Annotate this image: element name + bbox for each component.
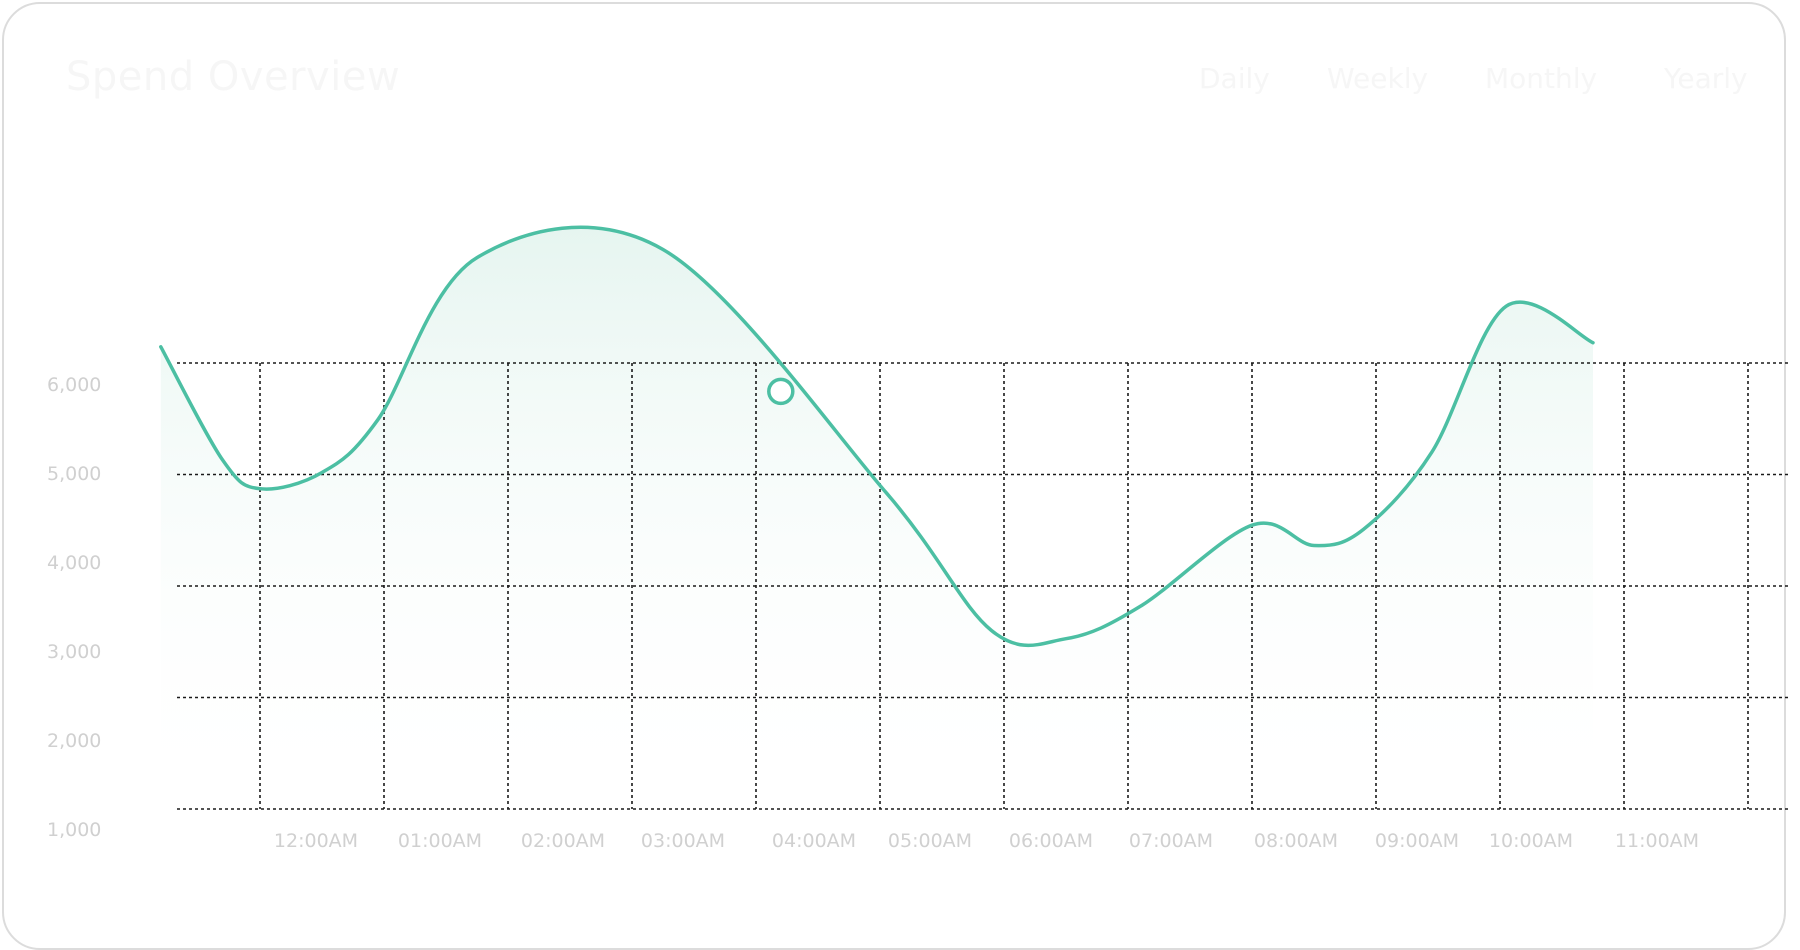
- x-tick-label: 12:00AM: [274, 830, 358, 852]
- line-layer: [159, 225, 1595, 648]
- tab-daily[interactable]: Daily: [1199, 62, 1270, 95]
- x-tick-label: 11:00AM: [1615, 830, 1699, 852]
- y-tick-label: 2,000: [47, 730, 101, 752]
- y-axis-ticks: 1,000 2,000 3,000 4,000 5,000 6,000: [47, 374, 101, 841]
- x-axis-ticks: 12:00AM 01:00AM 02:00AM 03:00AM 04:00AM 05:00…: [274, 830, 1699, 852]
- x-tick-label: 10:00AM: [1489, 830, 1573, 852]
- tab-yearly[interactable]: Yearly: [1664, 62, 1748, 95]
- y-tick-label: 4,000: [47, 552, 101, 574]
- tab-weekly[interactable]: Weekly: [1327, 62, 1429, 95]
- x-tick-label: 03:00AM: [641, 830, 725, 852]
- x-tick-label: 05:00AM: [888, 830, 972, 852]
- x-tick-label: 04:00AM: [772, 830, 856, 852]
- series-line: [159, 225, 1595, 648]
- x-tick-label: 08:00AM: [1254, 830, 1338, 852]
- grid-layer: [177, 362, 1790, 810]
- card-title: Spend Overview: [66, 54, 401, 100]
- period-tabs: Daily Weekly Monthly Yearly: [4, 62, 1784, 102]
- x-tick-label: 09:00AM: [1375, 830, 1459, 852]
- x-tick-label: 07:00AM: [1129, 830, 1213, 852]
- marker-layer: [767, 377, 795, 406]
- y-tick-label: 3,000: [47, 641, 101, 663]
- x-tick-label: 01:00AM: [398, 830, 482, 852]
- highlight-point[interactable]: [767, 377, 795, 406]
- area-layer: [160, 227, 1593, 810]
- series-area: [160, 227, 1593, 810]
- y-tick-label: 1,000: [47, 819, 101, 841]
- tab-monthly[interactable]: Monthly: [1485, 62, 1598, 95]
- x-tick-label: 02:00AM: [521, 830, 605, 852]
- y-tick-label: 5,000: [47, 463, 101, 485]
- y-tick-label: 6,000: [47, 374, 101, 396]
- x-tick-label: 06:00AM: [1009, 830, 1093, 852]
